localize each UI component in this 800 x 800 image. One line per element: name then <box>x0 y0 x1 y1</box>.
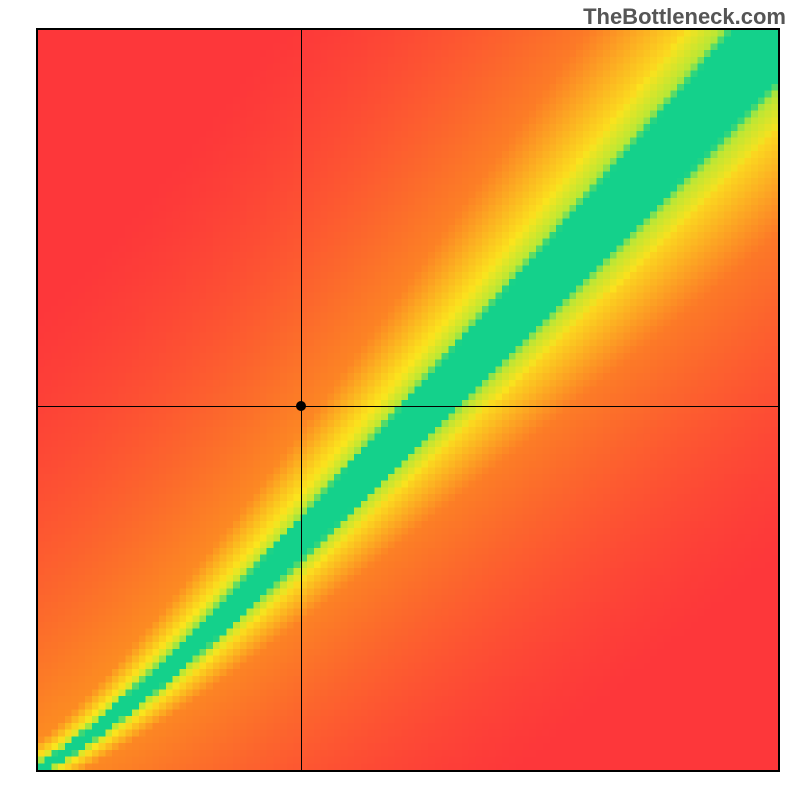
crosshair-horizontal <box>38 406 778 407</box>
heatmap-canvas <box>38 30 778 770</box>
watermark-text: TheBottleneck.com <box>583 4 786 30</box>
crosshair-point <box>296 401 306 411</box>
chart-container: TheBottleneck.com <box>0 0 800 800</box>
heatmap-plot <box>36 28 780 772</box>
